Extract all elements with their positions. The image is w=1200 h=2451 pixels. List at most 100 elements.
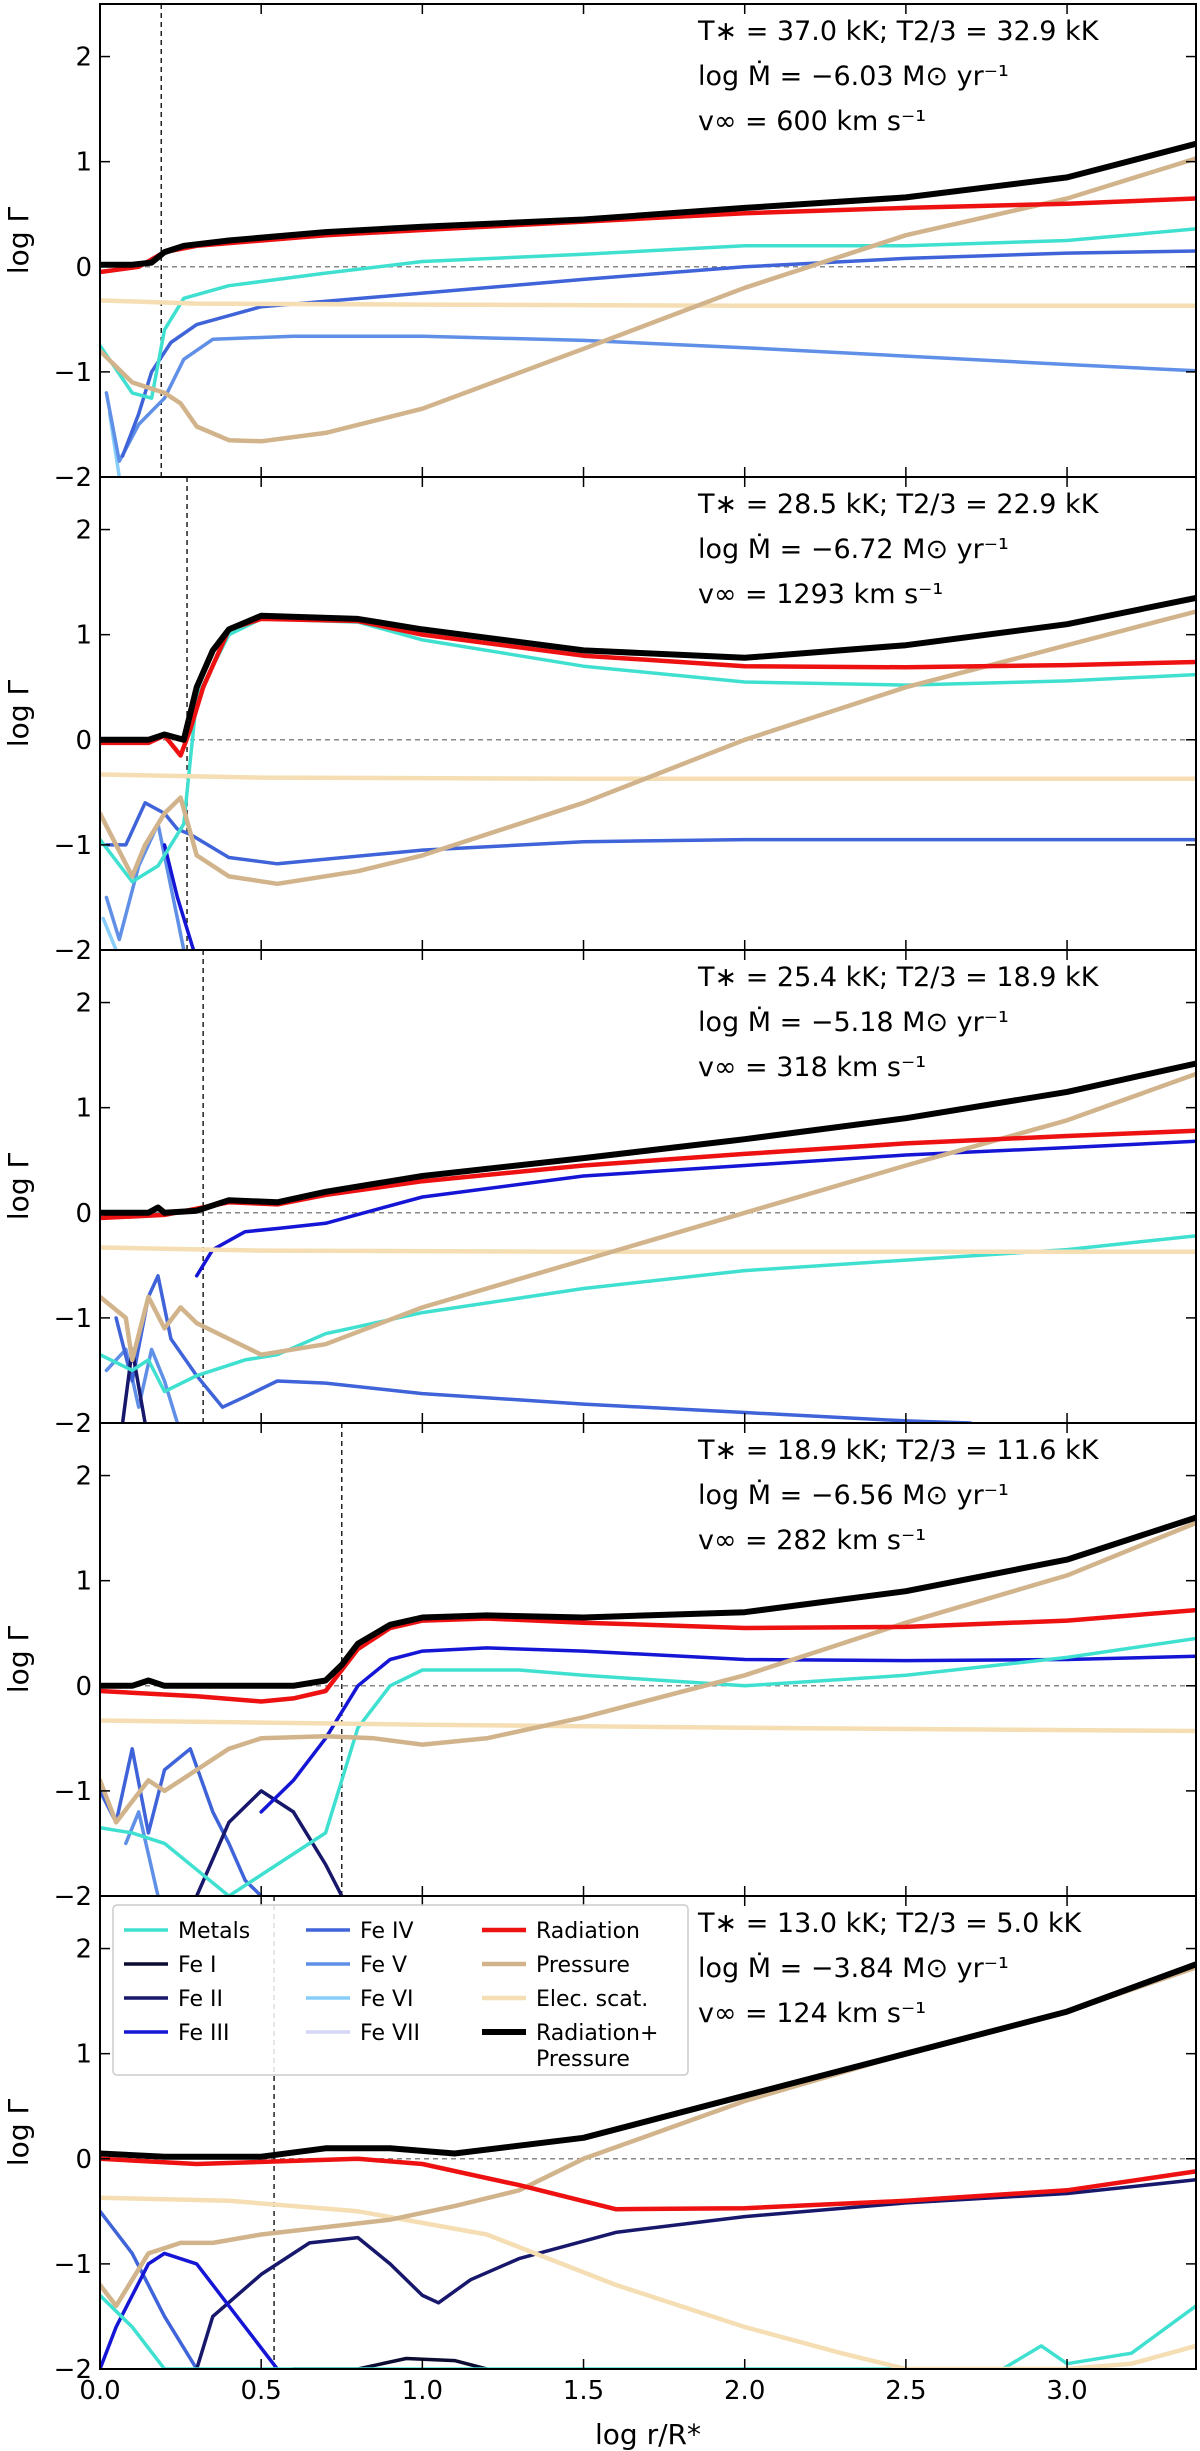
- y-axis-title: log Γ: [2, 680, 35, 748]
- x-tick-label: 2.5: [885, 2376, 926, 2406]
- y-tick-label: −2: [54, 936, 92, 966]
- series-fe3: [194, 1139, 1196, 1278]
- series-pressure: [100, 156, 1196, 444]
- legend: Metals Fe I Fe II Fe III Fe IV Fe V Fe VI Fe VI…: [112, 1904, 689, 2076]
- panel-annotation: log Ṁ = −6.72 M⊙ yr⁻¹: [698, 533, 1009, 565]
- y-tick-label: −1: [54, 1777, 92, 1807]
- y-tick-label: −2: [54, 2355, 92, 2385]
- series-radiation: [100, 2156, 1196, 2212]
- y-tick-label: 1: [75, 1567, 92, 1597]
- panel-frame: [99, 476, 1197, 951]
- series-fe4: [100, 2209, 199, 2369]
- y-axis-title: log Γ: [2, 1153, 35, 1221]
- series-pressure: [100, 1071, 1196, 1363]
- series-elec: [100, 2195, 1196, 2369]
- series-fe3: [259, 1646, 1196, 1814]
- x-tick-label: 3.0: [1046, 2376, 1087, 2406]
- panel-annotation: T∗ = 28.5 kK; T2/3 = 22.9 kK: [697, 489, 1100, 520]
- x-tick-label: 0.5: [240, 2376, 281, 2406]
- y-tick-label: −2: [54, 1882, 92, 1912]
- series-fe2: [194, 1789, 344, 1896]
- y-tick-label: 2: [75, 1935, 92, 1965]
- y-axis-title: log Γ: [2, 207, 35, 275]
- series-elec: [100, 1718, 1196, 1734]
- panel-annotation: log Ṁ = −3.84 M⊙ yr⁻¹: [698, 1952, 1009, 1984]
- y-tick-label: 0: [75, 253, 92, 283]
- panel-annotation: v∞ = 282 km s⁻¹: [698, 1525, 926, 1556]
- legend-label: Pressure: [536, 1953, 630, 1978]
- y-axis-title: log Γ: [2, 1626, 35, 1694]
- series-fe5: [104, 334, 1196, 463]
- panel-1: −2 −1 0 1 2 log Γ T∗ = 37.0 kK; T2/3 = 32.9 kK…: [2, 3, 1197, 493]
- series-pressure: [100, 1520, 1196, 1825]
- legend-label: Fe V: [360, 1953, 407, 1978]
- series-elec: [100, 298, 1196, 308]
- panel-annotation: log Ṁ = −6.56 M⊙ yr⁻¹: [698, 1479, 1009, 1511]
- y-tick-label: 1: [75, 2040, 92, 2070]
- x-tick-label: 1.5: [563, 2376, 604, 2406]
- series-total: [100, 594, 1196, 743]
- series-fe5: [104, 1347, 180, 1423]
- series-fe5: [104, 822, 186, 950]
- panel-annotation: v∞ = 1293 km s⁻¹: [698, 579, 943, 610]
- panel-annotation: T∗ = 37.0 kK; T2/3 = 32.9 kK: [697, 16, 1100, 47]
- y-tick-label: 0: [75, 1199, 92, 1229]
- legend-label: Fe III: [178, 2021, 229, 2046]
- panel-5: −2 −1 0 1 2 log Γ T∗ = 13.0 kK; T2/3 = 5.0 kK l…: [2, 1895, 1197, 2385]
- panel-annotation: T∗ = 18.9 kK; T2/3 = 11.6 kK: [697, 1435, 1100, 1466]
- y-tick-label: 2: [75, 989, 92, 1019]
- y-tick-label: 2: [75, 516, 92, 546]
- panel-4: −2 −1 0 1 2 log Γ T∗ = 18.9 kK; T2/3 = 11.6 kK…: [2, 1422, 1197, 1912]
- panel-3: −2 −1 0 1 2 log Γ T∗ = 25.4 kK; T2/3 = 18.9 kK…: [2, 949, 1197, 1439]
- x-tick-label: 0.0: [79, 2376, 120, 2406]
- series-fe5: [124, 1810, 160, 1896]
- series-metals: [100, 227, 1196, 400]
- series-total: [100, 1060, 1196, 1216]
- y-tick-label: 1: [75, 1094, 92, 1124]
- y-tick-label: 2: [75, 43, 92, 73]
- legend-label: Fe IV: [360, 1919, 414, 1944]
- legend-label: Elec. scat.: [536, 1987, 648, 2012]
- y-tick-label: 0: [75, 726, 92, 756]
- legend-label: Fe VI: [360, 1987, 414, 2012]
- panel-annotation: log Ṁ = −6.03 M⊙ yr⁻¹: [698, 60, 1009, 92]
- series-fe3: [162, 843, 196, 950]
- series-fe4: [100, 1747, 263, 1896]
- series-fe1: [291, 2356, 489, 2369]
- series-fe4: [120, 249, 1196, 458]
- series-total: [100, 140, 1196, 268]
- panel-annotation: v∞ = 124 km s⁻¹: [698, 1998, 926, 2029]
- series-pressure: [100, 609, 1196, 887]
- y-tick-label: −1: [54, 1304, 92, 1334]
- legend-label: Radiation+ Pressure: [536, 2021, 658, 2072]
- y-tick-label: −2: [54, 1409, 92, 1439]
- series-fe4: [114, 1274, 973, 1423]
- x-tick-label: 2.0: [724, 2376, 765, 2406]
- legend-label: Fe II: [178, 1987, 223, 2012]
- series-metals: [100, 1636, 1196, 1896]
- y-tick-label: −1: [54, 358, 92, 388]
- series-metals: [100, 1234, 1196, 1394]
- series-elec: [100, 1245, 1196, 1254]
- series-radiation: [100, 1128, 1196, 1221]
- series-fe4: [104, 801, 1196, 866]
- y-tick-label: −1: [54, 2250, 92, 2280]
- y-tick-label: 0: [75, 2145, 92, 2175]
- series-fe3: [100, 2251, 280, 2369]
- series-elec: [100, 772, 1196, 781]
- legend-label: Radiation: [536, 1919, 640, 1944]
- legend-box: [112, 1904, 689, 2076]
- panel-annotation: v∞ = 318 km s⁻¹: [698, 1052, 926, 1083]
- y-tick-label: 1: [75, 148, 92, 178]
- y-tick-label: 1: [75, 621, 92, 651]
- y-tick-label: −1: [54, 831, 92, 861]
- series-total: [100, 1961, 1196, 2160]
- series-fe2: [194, 2178, 1196, 2369]
- x-axis-title: log r/R*: [595, 2418, 701, 2451]
- y-axis-title: log Γ: [2, 2099, 35, 2167]
- legend-label: Fe VII: [360, 2021, 420, 2046]
- series-radiation: [100, 1607, 1196, 1704]
- series-fe6: [101, 916, 118, 950]
- panel-annotation: log Ṁ = −5.18 M⊙ yr⁻¹: [698, 1006, 1009, 1038]
